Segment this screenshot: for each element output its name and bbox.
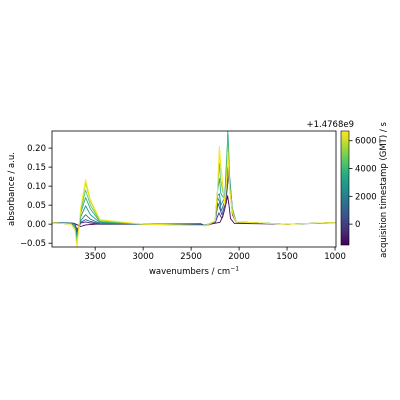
x-tick-label: 2500 (180, 252, 202, 262)
series-line-5 (52, 131, 336, 242)
colorbar-ticks: 0 2000 4000 6000 (349, 137, 377, 230)
series-line-8 (52, 145, 336, 247)
colorbar-tick-label: 0 (355, 220, 360, 230)
x-tick-label: 3000 (132, 252, 154, 262)
x-axis-ticks: 3500 3000 2500 2000 1500 1000 (84, 247, 346, 262)
colorbar (340, 130, 350, 246)
colorbar-tick-label: 2000 (355, 192, 377, 202)
series-line-0 (52, 195, 336, 227)
series-line-1 (52, 174, 336, 231)
colorbar-label: acquisition timestamp (GMT) / s (379, 122, 389, 258)
x-tick-label: 3500 (84, 252, 106, 262)
series-line-6 (52, 138, 336, 244)
series-line-3 (52, 147, 336, 236)
y-tick-label: −0.05 (20, 239, 46, 249)
series-line-7 (52, 147, 336, 247)
x-tick-label: 1500 (276, 252, 298, 262)
series-line-4 (52, 134, 336, 240)
x-axis-label: wavenumbers / cm−1 (149, 266, 239, 278)
plot-frame (51, 130, 337, 248)
y-tick-label: 0.05 (27, 201, 46, 211)
y-axis-label: absorbance / a.u. (7, 152, 17, 226)
colorbar-offset-label: +1.4768e9 (306, 120, 354, 130)
series-group (52, 131, 336, 247)
y-tick-label: 0.20 (27, 144, 46, 154)
y-tick-label: 0.15 (27, 163, 46, 173)
y-tick-label: 0.10 (27, 182, 46, 192)
x-tick-label: 2000 (228, 252, 250, 262)
colorbar-tick-label: 4000 (355, 165, 377, 175)
x-tick-label: 1000 (324, 252, 346, 262)
y-tick-label: 0.00 (27, 220, 46, 230)
series-line-2 (52, 166, 336, 233)
y-axis-ticks: −0.05 0.00 0.05 0.10 0.15 0.20 (20, 144, 52, 249)
colorbar-tick-label: 6000 (355, 137, 377, 147)
